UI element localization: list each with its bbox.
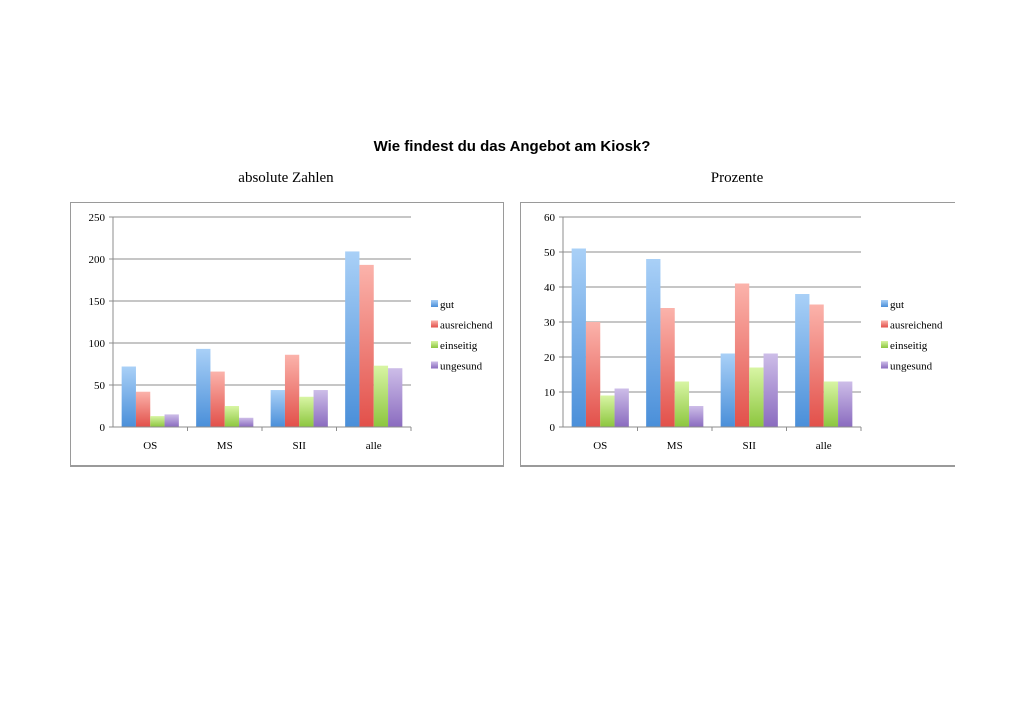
abs-y-tick-label: 150 [89, 296, 106, 308]
abs-legend-swatch-einseitig [431, 341, 438, 348]
pct-legend-label: ungesund [890, 361, 933, 373]
abs-legend-swatch-gut [431, 300, 438, 307]
pct-bar-ungesund-alle [838, 381, 853, 427]
abs-bar-gut-OS [121, 366, 136, 427]
pct-bar-ungesund-SII [763, 353, 778, 427]
abs-x-tick-label: OS [143, 440, 157, 452]
pct-x-tick-label: MS [667, 440, 683, 452]
pct-bar-ungesund-OS [614, 388, 629, 427]
chart-title-percent: Prozente [710, 170, 764, 186]
abs-legend-label: gut [440, 299, 454, 311]
pct-legend-swatch-einseitig [881, 341, 888, 348]
abs-legend-label: ausreichend [440, 320, 493, 332]
abs-x-tick-label: alle [366, 440, 382, 452]
pct-x-tick-label: OS [593, 440, 607, 452]
abs-y-tick-label: 200 [89, 254, 106, 266]
abs-bar-einseitig-MS [224, 406, 240, 427]
abs-x-tick-label: MS [217, 440, 233, 452]
pct-bar-ausreichend-MS [660, 308, 675, 427]
pct-bar-gut-alle [795, 294, 810, 427]
abs-bar-einseitig-alle [373, 365, 389, 427]
pct-bar-einseitig-alle [823, 381, 839, 427]
abs-bar-einseitig-SII [299, 396, 314, 427]
chart-absolute-svg: 0 50 100 150 200 250 OS MS SII alle gut ausreichend… [89, 212, 494, 452]
abs-bar-ausreichend-MS [210, 371, 225, 427]
chart-percent-svg: 0 10 20 30 40 50 60 OS MS SII alle gut ausreichend ei… [544, 212, 943, 452]
pct-bar-ausreichend-OS [585, 322, 601, 427]
pct-x-tick-label: alle [816, 440, 832, 452]
pct-y-tick-label: 20 [544, 352, 556, 364]
abs-x-tick-label: SII [293, 440, 307, 452]
pct-bar-ausreichend-SII [734, 283, 750, 427]
chart-title-absolute: absolute Zahlen [238, 170, 334, 186]
pct-x-tick-label: SII [743, 440, 757, 452]
abs-legend-label: ungesund [440, 361, 483, 373]
abs-y-tick-label: 50 [94, 380, 106, 392]
pct-bar-einseitig-MS [674, 381, 690, 427]
abs-y-tick-label: 250 [89, 212, 106, 224]
pct-bar-einseitig-OS [600, 395, 615, 427]
abs-y-tick-label: 0 [100, 422, 106, 434]
pct-bar-einseitig-SII [749, 367, 764, 427]
pct-legend-swatch-gut [881, 300, 888, 307]
pct-legend-swatch-ausreichend [881, 320, 888, 328]
pct-bar-gut-SII [720, 353, 735, 427]
abs-bar-ausreichend-SII [284, 354, 300, 427]
pct-y-tick-label: 40 [544, 282, 556, 294]
abs-bar-ungesund-SII [313, 390, 328, 427]
pct-y-tick-label: 0 [550, 422, 556, 434]
pct-bar-gut-MS [646, 259, 661, 427]
abs-bar-ausreichend-OS [135, 391, 151, 427]
abs-bar-einseitig-OS [150, 416, 165, 427]
abs-bar-ungesund-MS [239, 417, 254, 427]
pct-y-tick-label: 50 [544, 247, 556, 259]
pct-legend-label: ausreichend [890, 320, 943, 332]
pct-legend-swatch-ungesund [881, 361, 888, 369]
abs-legend-label: einseitig [440, 340, 478, 352]
abs-y-tick-label: 100 [89, 338, 106, 350]
chart-absolute: 0 50 100 150 200 250 OS MS SII alle gut ausreichend… [70, 202, 504, 467]
abs-bar-gut-alle [345, 251, 360, 427]
main-title: Wie findest du das Angebot am Kiosk? [373, 138, 651, 155]
abs-legend-swatch-ausreichend [431, 320, 438, 328]
pct-y-tick-label: 30 [544, 317, 556, 329]
abs-bar-ausreichend-alle [359, 264, 374, 427]
chart-percent: 0 10 20 30 40 50 60 OS MS SII alle gut ausreichend ei… [520, 202, 955, 467]
abs-bar-gut-SII [270, 390, 285, 427]
pct-bar-gut-OS [571, 248, 586, 427]
abs-bar-ungesund-OS [164, 414, 179, 427]
pct-y-tick-label: 60 [544, 212, 556, 224]
pct-legend-label: einseitig [890, 340, 928, 352]
abs-legend-swatch-ungesund [431, 361, 438, 369]
pct-y-tick-label: 10 [544, 387, 556, 399]
pct-bar-ausreichend-alle [809, 304, 824, 427]
pct-legend-label: gut [890, 299, 904, 311]
pct-bar-ungesund-MS [689, 406, 704, 427]
abs-bar-ungesund-alle [388, 368, 403, 427]
abs-bar-gut-MS [196, 348, 211, 427]
